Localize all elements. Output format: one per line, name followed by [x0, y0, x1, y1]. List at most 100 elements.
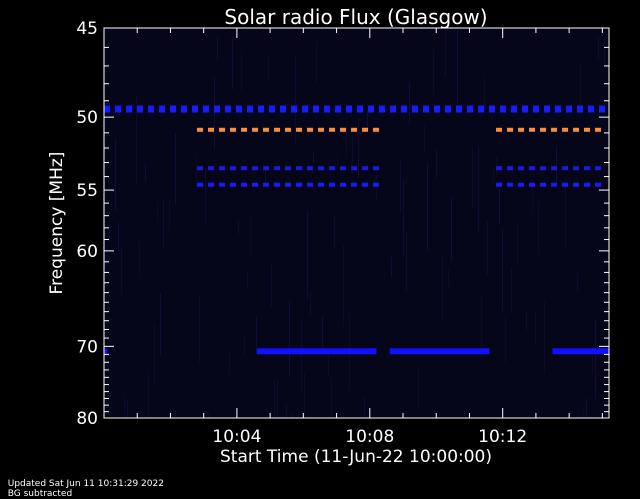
noise-streak [229, 351, 230, 376]
emission-dash [318, 182, 325, 187]
x-tick-label: 10:08 [345, 427, 394, 447]
noise-streak [310, 291, 311, 316]
emission-dash [584, 182, 591, 187]
emission-dash [540, 182, 547, 187]
emission-dash [595, 166, 602, 171]
emission-dash [219, 182, 226, 187]
emission-dash [562, 127, 569, 132]
x-axis: 10:04 10:08 10:12 [136, 28, 603, 447]
x-tick-label: 10:04 [212, 427, 261, 447]
emission-dash [181, 105, 187, 113]
emission-dash [529, 166, 536, 171]
noise-streak [343, 243, 344, 326]
noise-streak [496, 156, 497, 176]
noise-streak [301, 320, 302, 394]
noise-streak [535, 310, 536, 347]
emission-dash [595, 127, 602, 132]
noise-streak [148, 372, 149, 418]
emission-dash [478, 105, 484, 113]
emission-dash [137, 105, 143, 113]
noise-streak [328, 351, 329, 377]
noise-streak [247, 271, 248, 289]
emission-dash [423, 105, 429, 113]
noise-streak [565, 177, 566, 251]
y-tick-label: 45 [76, 19, 98, 39]
noise-streak [196, 154, 197, 193]
noise-streak [367, 110, 368, 131]
noise-streak [544, 301, 545, 373]
emission-dash [511, 105, 517, 113]
noise-streak [286, 405, 287, 418]
noise-streak [424, 124, 425, 155]
noise-streak [244, 336, 245, 358]
emission-dash [584, 166, 591, 171]
noise-streak [409, 83, 410, 124]
noise-streak [271, 262, 272, 308]
emission-dash [540, 166, 547, 171]
noise-streak [307, 210, 308, 300]
emission-dash [500, 105, 506, 113]
emission-dash [573, 127, 580, 132]
emission-dash [324, 105, 330, 113]
emission-dash [529, 182, 536, 187]
emission-dash [148, 105, 154, 113]
noise-streak [358, 117, 359, 178]
emission-dash [313, 105, 319, 113]
emission-dash [555, 105, 561, 113]
emission-features [104, 105, 609, 355]
emission-dash [236, 105, 242, 113]
emission-dash [489, 105, 495, 113]
emission-dash [214, 105, 220, 113]
emission-band [552, 348, 609, 355]
emission-dash [307, 127, 314, 132]
background-note: BG subtracted [7, 489, 73, 499]
noise-streak [277, 378, 278, 418]
emission-dash [230, 127, 237, 132]
emission-dash [291, 105, 297, 113]
emission-dash [285, 182, 292, 187]
y-tick-label: 80 [76, 409, 98, 429]
emission-dash [197, 166, 204, 171]
noise-streak [250, 214, 251, 258]
emission-dash [197, 182, 204, 187]
emission-dash [368, 105, 374, 113]
noise-streak [127, 400, 128, 418]
emission-dash [562, 182, 569, 187]
emission-dash [544, 105, 550, 113]
emission-dash [340, 166, 347, 171]
emission-dash [307, 166, 314, 171]
noise-streak [304, 372, 305, 418]
noise-streak [592, 355, 593, 374]
noise-streak [334, 217, 335, 248]
emission-dash [263, 182, 270, 187]
emission-dash [252, 182, 259, 187]
noise-streak [121, 246, 122, 296]
emission-dash [540, 127, 547, 132]
noise-streak [136, 94, 137, 184]
noise-streak [445, 28, 446, 78]
emission-dash [573, 182, 580, 187]
noise-streak [556, 145, 557, 187]
emission-dash [208, 127, 215, 132]
emission-dash [351, 182, 358, 187]
chart-title: Solar radio Flux (Glasgow) [224, 5, 487, 29]
noise-streak [517, 221, 518, 266]
noise-streak [352, 136, 353, 175]
emission-dash [274, 127, 281, 132]
emission-dash [241, 127, 248, 132]
noise-streak [481, 293, 482, 361]
noise-streak [316, 41, 317, 83]
emission-dash [445, 105, 451, 113]
y-tick-label: 55 [76, 181, 98, 201]
noise-streak [145, 164, 146, 181]
noise-streak [124, 394, 125, 418]
noise-streak [511, 267, 512, 313]
noise-streak [451, 196, 452, 261]
noise-streak [526, 311, 527, 331]
emission-dash [263, 127, 270, 132]
noise-streak [538, 200, 539, 255]
noise-streak [109, 225, 110, 242]
noise-streak [400, 158, 401, 214]
noise-streak [256, 316, 257, 354]
emission-band [104, 348, 108, 355]
